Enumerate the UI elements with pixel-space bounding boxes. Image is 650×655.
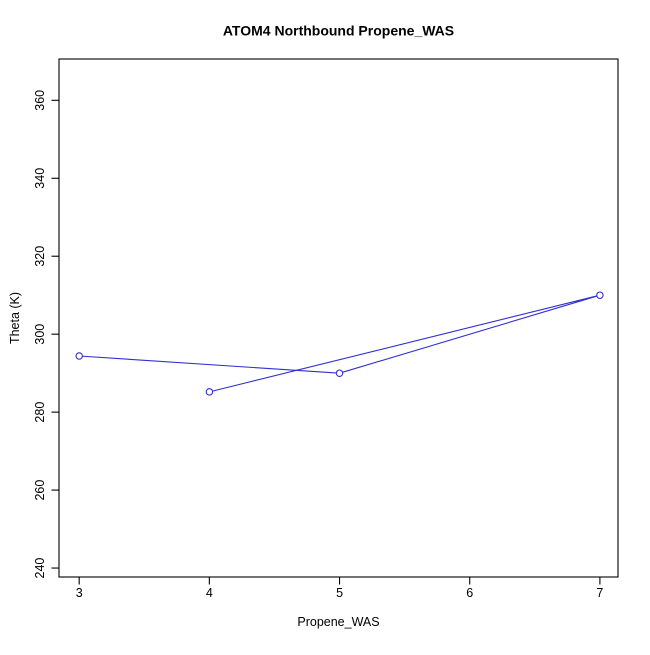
data-point	[205, 388, 214, 396]
data-series	[75, 291, 604, 396]
x-tick-label: 6	[466, 586, 473, 600]
y-axis-label: Theta (K)	[8, 292, 22, 344]
y-tick-label: 360	[33, 90, 47, 111]
data-point	[75, 352, 83, 360]
x-tick-label: 3	[76, 586, 83, 600]
x-tick-label: 4	[206, 586, 213, 600]
y-tick-label: 340	[33, 168, 47, 189]
y-tick-label: 240	[33, 558, 47, 579]
y-tick-label: 300	[33, 324, 47, 345]
y-tick-label: 320	[33, 246, 47, 267]
y-tick-label: 260	[33, 480, 47, 501]
y-tick-label: 280	[33, 402, 47, 423]
data-point	[335, 369, 344, 377]
data-point	[596, 291, 604, 299]
x-tick-label: 5	[336, 586, 343, 600]
x-tick-label: 7	[596, 586, 603, 600]
axes: 3 4 5 6 7 240 260 280 300 320 340 360	[33, 58, 619, 600]
series-line	[78, 294, 601, 393]
plot-box	[58, 58, 619, 578]
x-axis-label: Propene_WAS	[297, 615, 379, 629]
chart-title: ATOM4 Northbound Propene_WAS	[223, 23, 454, 39]
